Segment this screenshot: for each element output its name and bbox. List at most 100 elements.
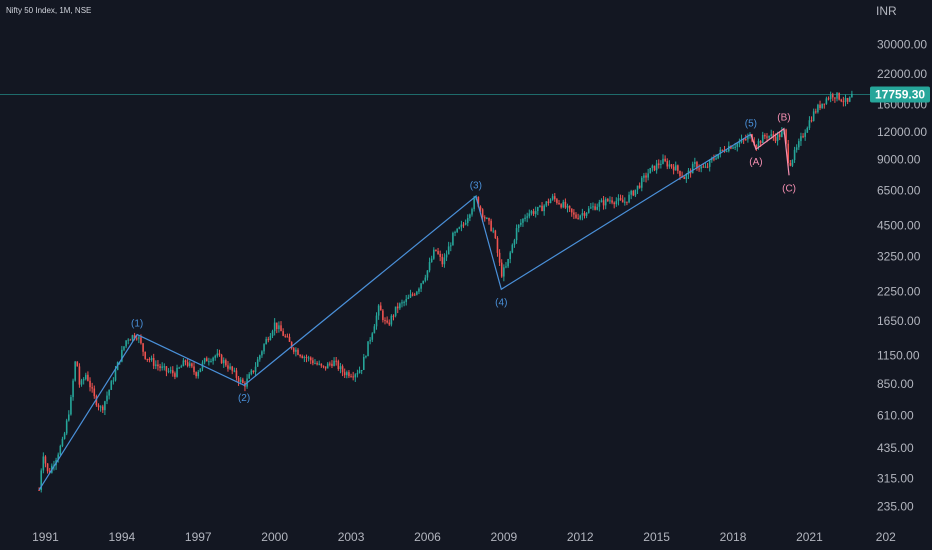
wave-labels: (1) (2) (3) (4) (5) (A) (B) (C) [131,113,796,405]
candle-body [394,306,397,316]
candle-body [583,213,586,216]
candle-body [390,315,393,325]
candle-body [59,446,62,455]
candle-body [337,361,340,370]
candle-body [764,134,766,137]
candle-body [263,344,265,352]
candle-body [473,198,475,210]
candle-body [178,367,180,369]
candle-body [562,201,565,208]
price-tick-label: 3250.00 [877,249,921,263]
symbol-title: Nifty 50 Index, 1M, NSE [6,6,91,15]
candle-body [594,206,596,210]
candle-body [458,227,461,229]
candle-body [326,363,329,369]
candle-body [350,376,352,378]
candle-body [210,361,212,363]
candle-body [660,163,662,165]
candle-body [233,370,236,372]
candle-body [405,298,408,302]
candle-body [441,256,444,265]
candle-body [696,162,698,169]
candle-body [534,211,537,214]
candle-body [503,267,505,277]
candle-body [795,147,798,150]
candle-body [379,305,382,311]
candle-body [757,140,760,148]
candle-body [112,380,115,382]
candle-body [367,341,369,357]
wave-label: (5) [745,118,757,129]
candle-body [180,366,183,368]
candle-body [375,315,378,327]
candle-body [188,363,191,366]
candle-body [498,252,501,263]
candle-body [617,198,620,202]
candle-body [581,213,584,216]
candle-body [515,228,518,241]
candle-body [517,224,520,229]
candle-body [789,162,792,166]
candle-body [768,135,770,138]
candle-body [169,370,172,372]
candle-body [399,303,401,309]
candle-body [214,355,217,358]
time-tick-label: 2018 [720,530,747,544]
candle-body [630,190,632,195]
candle-body [776,134,779,142]
candle-body [774,136,777,142]
candle-body [848,97,851,102]
candle-body [810,120,813,122]
price-axis[interactable]: 30000.0022000.0016000.0012000.009000.006… [877,38,927,514]
candle-body [343,372,346,376]
time-axis[interactable]: 1991 1994 1997 2000 2003 2006 2009 2012 2015 2018… [32,530,896,544]
candle-body [471,209,473,215]
candle-body [144,351,147,359]
candle-body [536,206,539,212]
candle-body [560,204,562,208]
candle-body [91,387,93,389]
time-tick-label: 1994 [109,530,136,544]
candle-body [256,359,259,367]
time-tick-label: 2006 [414,530,441,544]
candle-body [373,326,376,334]
candle-body [447,246,450,255]
candle-body [365,356,367,358]
candle-body [577,217,579,219]
candle-body [358,370,361,374]
time-tick-label: 1997 [185,530,212,544]
candle-body [392,315,395,317]
price-tick-label: 1650.00 [877,314,921,328]
candle-body [225,360,227,366]
candle-body [505,266,507,268]
candle-body [742,139,745,141]
candle-body [106,395,108,402]
candle-body [556,199,558,203]
candle-body [271,331,274,336]
candle-body [305,356,308,358]
time-tick-label: 2012 [567,530,594,544]
candle-body [267,339,270,341]
candle-body [698,168,700,170]
candle-body [520,222,522,225]
candle-body [530,211,533,214]
currency-label: INR [876,4,897,18]
candle-body [388,322,391,325]
wave-label: (3) [470,180,482,191]
price-tick-label: 6500.00 [877,183,921,197]
candle-body [513,240,516,245]
candle-body [186,362,189,366]
candle-body [691,163,694,174]
candle-body [133,335,136,339]
candle-body [411,294,414,296]
corrective-wave-line [750,127,790,176]
candle-body [638,185,641,188]
candle-body [653,165,656,171]
candle-body [615,201,618,205]
candle-body [142,343,144,352]
candle-body [575,214,577,218]
candle-body [439,253,441,257]
time-tick-label: 2009 [490,530,517,544]
wave-label: (1) [131,319,143,330]
